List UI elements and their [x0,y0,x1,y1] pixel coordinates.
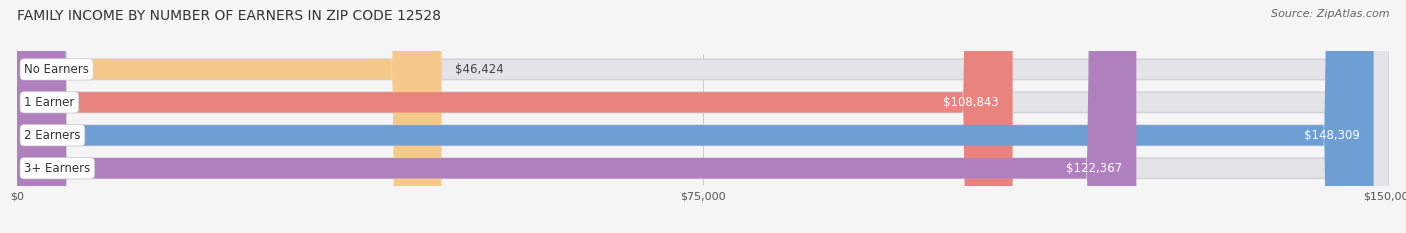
Text: 2 Earners: 2 Earners [24,129,80,142]
FancyBboxPatch shape [17,0,441,233]
Text: $148,309: $148,309 [1303,129,1360,142]
FancyBboxPatch shape [17,0,1389,233]
Text: Source: ZipAtlas.com: Source: ZipAtlas.com [1271,9,1389,19]
Text: 1 Earner: 1 Earner [24,96,75,109]
FancyBboxPatch shape [17,0,1389,233]
FancyBboxPatch shape [17,0,1136,233]
FancyBboxPatch shape [17,0,1389,233]
Text: No Earners: No Earners [24,63,89,76]
Text: FAMILY INCOME BY NUMBER OF EARNERS IN ZIP CODE 12528: FAMILY INCOME BY NUMBER OF EARNERS IN ZI… [17,9,441,23]
FancyBboxPatch shape [17,0,1374,233]
Text: $122,367: $122,367 [1067,162,1122,175]
Text: $46,424: $46,424 [456,63,503,76]
Text: 3+ Earners: 3+ Earners [24,162,90,175]
Text: $108,843: $108,843 [943,96,998,109]
FancyBboxPatch shape [17,0,1389,233]
FancyBboxPatch shape [17,0,1012,233]
